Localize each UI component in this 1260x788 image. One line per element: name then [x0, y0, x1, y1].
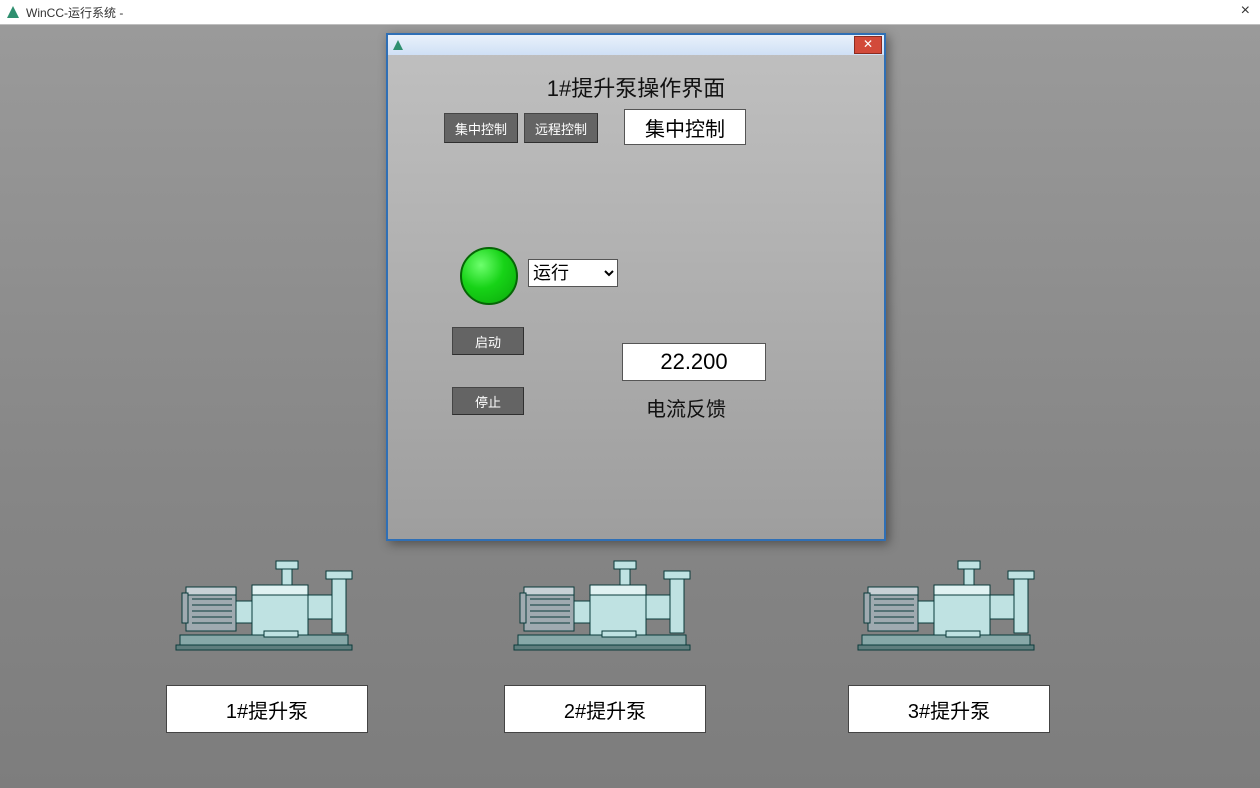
app-close-button[interactable]: × — [1241, 2, 1250, 20]
pump-1-label[interactable]: 1#提升泵 — [166, 685, 368, 733]
app-title: WinCC-运行系统 - — [26, 4, 123, 21]
pump-2-label[interactable]: 2#提升泵 — [504, 685, 706, 733]
start-button[interactable]: 启动 — [452, 327, 524, 355]
dialog-close-button[interactable]: ✕ — [854, 36, 882, 54]
remote-control-button[interactable]: 远程控制 — [524, 113, 598, 143]
pump1-control-dialog: ✕ 1#提升泵操作界面 集中控制 远程控制 集中控制 运行 停止 启动 停止 2… — [386, 33, 886, 541]
dialog-titlebar[interactable]: ✕ — [388, 35, 884, 55]
scada-canvas: ✕ 1#提升泵操作界面 集中控制 远程控制 集中控制 运行 停止 启动 停止 2… — [0, 25, 1260, 788]
central-control-button[interactable]: 集中控制 — [444, 113, 518, 143]
dialog-title: 1#提升泵操作界面 — [388, 71, 884, 103]
titlebar: WinCC-运行系统 - × — [0, 0, 1260, 25]
control-mode-display: 集中控制 — [624, 109, 746, 145]
run-indicator-lamp — [460, 247, 518, 305]
current-value-display: 22.200 — [622, 343, 766, 381]
stop-button[interactable]: 停止 — [452, 387, 524, 415]
app-icon — [6, 5, 20, 19]
pump-3-label[interactable]: 3#提升泵 — [848, 685, 1050, 733]
current-value-label: 电流反馈 — [646, 393, 726, 422]
pump-3-graphic[interactable] — [854, 553, 1044, 653]
dialog-icon — [392, 38, 404, 50]
pump-2-graphic[interactable] — [510, 553, 700, 653]
run-status-select[interactable]: 运行 停止 — [528, 259, 618, 287]
dialog-body: 1#提升泵操作界面 集中控制 远程控制 集中控制 运行 停止 启动 停止 22.… — [388, 55, 884, 539]
app-window: WinCC-运行系统 - × ✕ 1#提升泵操作界面 集中控制 远程控制 集中控… — [0, 0, 1260, 788]
pump-1-graphic[interactable] — [172, 553, 362, 653]
